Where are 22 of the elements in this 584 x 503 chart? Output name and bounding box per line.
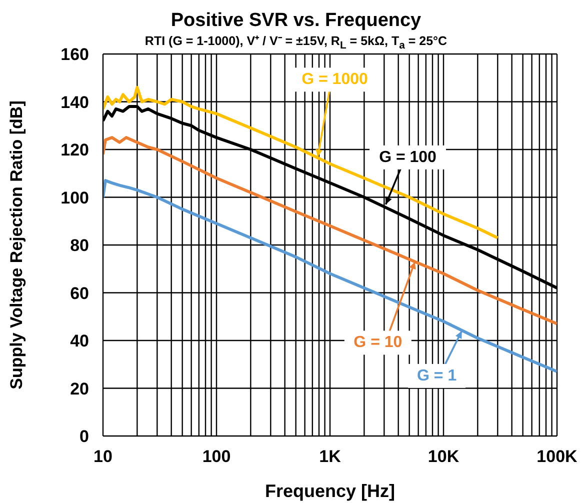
annotation: G = 1000 [302, 71, 368, 88]
y-tick-label: 20 [70, 379, 89, 398]
y-tick-label: 100 [60, 188, 89, 208]
annotation: G = 10 [354, 334, 402, 352]
x-tick-label: 100 [202, 447, 231, 466]
chart-subtitle: RTI (G = 1-1000), V⁺ / V⁻ = ±15V, R$_{L}$ = 5kΩ, T$_{a}$ = 25°C [144, 34, 448, 52]
y-tick-label: 80 [70, 236, 89, 256]
x-tick-label: 10K [428, 447, 460, 466]
y-tick-label: 40 [70, 332, 89, 351]
x-tick-label: 10 [94, 447, 112, 466]
chart-title: Positive SVR vs. Frequency [170, 10, 422, 32]
y-tick-label: 0 [80, 427, 89, 446]
y-axis-title: Supply Voltage Rejection Ratio [dB] [7, 100, 26, 390]
y-tick-label: 140 [60, 92, 89, 112]
y-tick-label: 160 [60, 45, 89, 64]
annotation: G = 1 [417, 367, 457, 384]
y-tick-label: 120 [60, 140, 89, 160]
annotation: G = 100 [379, 148, 437, 166]
x-tick-label: 1K [319, 447, 342, 466]
x-tick-label: 100K [536, 447, 578, 466]
x-axis-title: Frequency [Hz] [264, 481, 396, 501]
y-tick-label: 60 [70, 284, 89, 303]
